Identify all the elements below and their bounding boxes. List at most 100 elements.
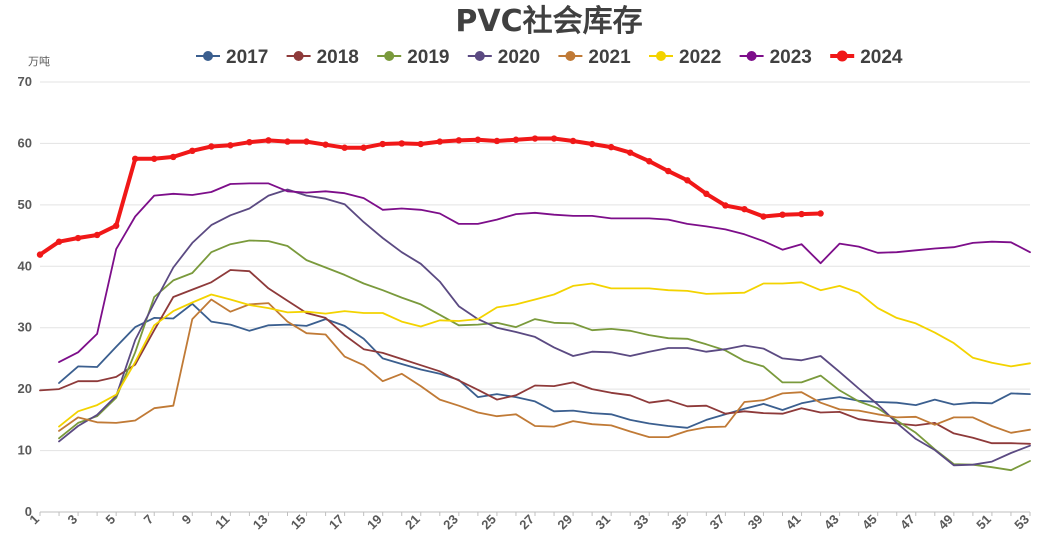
y-tick-label: 30 bbox=[18, 320, 32, 335]
y-tick-label: 0 bbox=[25, 504, 32, 519]
x-tick-label: 29 bbox=[554, 512, 575, 533]
x-tick-label: 53 bbox=[1011, 512, 1032, 533]
data-point-2024 bbox=[436, 138, 444, 145]
x-tick-label: 21 bbox=[402, 512, 423, 533]
data-point-2024 bbox=[74, 234, 82, 242]
data-point-2024 bbox=[550, 135, 558, 142]
series-layer bbox=[36, 135, 1031, 472]
legend-item-2019[interactable]: 2019 bbox=[377, 47, 449, 68]
x-tick-label: 13 bbox=[250, 512, 271, 533]
y-tick-label: 20 bbox=[18, 381, 32, 396]
series-2020 bbox=[58, 188, 1031, 467]
data-point-2024 bbox=[722, 202, 729, 209]
x-tick-label: 11 bbox=[212, 512, 232, 532]
legend-swatch-marker bbox=[474, 51, 485, 61]
data-point-2024 bbox=[189, 147, 196, 154]
data-point-2024 bbox=[131, 155, 139, 162]
legend-label: 2020 bbox=[498, 47, 540, 68]
x-tick-label: 27 bbox=[516, 512, 537, 533]
legend-swatch-marker bbox=[203, 51, 213, 61]
x-tick-label: 45 bbox=[859, 512, 880, 533]
data-point-2024 bbox=[684, 177, 691, 184]
data-point-2024 bbox=[379, 140, 386, 148]
x-tick-label: 49 bbox=[935, 512, 956, 533]
data-point-2024 bbox=[760, 213, 767, 220]
data-point-2024 bbox=[55, 238, 63, 245]
data-point-2024 bbox=[474, 136, 482, 143]
data-point-2024 bbox=[170, 153, 177, 161]
y-tick-label: 60 bbox=[18, 135, 32, 150]
series-line-2019 bbox=[58, 239, 1031, 472]
series-2021 bbox=[58, 298, 1031, 438]
x-tick-label: 17 bbox=[326, 512, 347, 533]
series-line-2021 bbox=[58, 298, 1031, 438]
data-point-2024 bbox=[208, 143, 215, 150]
series-2022 bbox=[58, 281, 1031, 428]
data-point-2024 bbox=[246, 139, 253, 146]
series-line-2017 bbox=[58, 302, 1031, 429]
legend-item-2017[interactable]: 2017 bbox=[196, 47, 268, 68]
legend-item-2020[interactable]: 2020 bbox=[467, 47, 540, 68]
x-tick-label: 23 bbox=[440, 512, 461, 533]
data-point-2024 bbox=[284, 138, 291, 145]
gridlines bbox=[40, 81, 1030, 452]
x-tick-label: 31 bbox=[592, 512, 613, 533]
data-point-2024 bbox=[512, 136, 520, 143]
legend-label: 2023 bbox=[770, 47, 812, 68]
legend-label: 2024 bbox=[860, 47, 903, 68]
x-axis-ticks: 1 3 5 7 9 11 13 15 17 19 21 23 25 27 29 31 33 35 37 39 41 43 4… bbox=[26, 512, 1032, 533]
chart-title: PVC社会库存 bbox=[455, 4, 642, 39]
legend-swatch-marker bbox=[293, 51, 304, 61]
data-point-2024 bbox=[531, 135, 539, 142]
data-point-2024 bbox=[607, 143, 615, 151]
series-2017 bbox=[58, 302, 1031, 429]
data-point-2024 bbox=[817, 210, 824, 217]
data-point-2024 bbox=[646, 158, 653, 165]
data-point-2024 bbox=[493, 137, 501, 145]
x-tick-label: 15 bbox=[288, 512, 309, 533]
x-tick-label: 35 bbox=[669, 512, 690, 533]
legend-label: 2021 bbox=[588, 47, 631, 68]
x-tick-label: 43 bbox=[821, 512, 842, 533]
data-point-2024 bbox=[227, 142, 234, 149]
data-point-2024 bbox=[703, 190, 710, 197]
data-point-2024 bbox=[360, 144, 367, 151]
legend-swatch-marker bbox=[836, 50, 848, 62]
data-point-2024 bbox=[588, 140, 596, 148]
data-point-2024 bbox=[93, 231, 101, 239]
series-line-2018 bbox=[39, 269, 1031, 445]
y-axis-ticks: 0 10 20 30 40 50 60 70 bbox=[18, 74, 32, 519]
data-point-2024 bbox=[455, 137, 463, 144]
legend-label: 2017 bbox=[226, 47, 268, 68]
data-point-2024 bbox=[665, 167, 672, 175]
legend-label: 2022 bbox=[679, 47, 721, 68]
legend-swatch-marker bbox=[656, 51, 666, 61]
legend-swatch-marker bbox=[384, 51, 395, 61]
legend-item-2024[interactable]: 2024 bbox=[830, 47, 903, 68]
legend-item-2022[interactable]: 2022 bbox=[649, 47, 721, 68]
data-point-2024 bbox=[798, 210, 805, 218]
y-axis-unit-label: 万吨 bbox=[28, 55, 50, 68]
data-point-2024 bbox=[417, 140, 424, 148]
y-tick-label: 10 bbox=[18, 443, 32, 458]
legend-item-2023[interactable]: 2023 bbox=[739, 47, 812, 68]
x-tick-label: 37 bbox=[707, 512, 728, 533]
data-point-2024 bbox=[626, 149, 634, 156]
y-tick-label: 70 bbox=[18, 74, 32, 89]
data-point-2024 bbox=[569, 137, 577, 145]
legend-label: 2019 bbox=[407, 47, 449, 68]
x-tick-label: 41 bbox=[783, 512, 804, 533]
axes bbox=[39, 511, 1031, 516]
series-line-2020 bbox=[58, 188, 1031, 467]
legend: 2017 2018 2019 2020 2021 2022 2023 2024 bbox=[196, 47, 903, 68]
data-point-2024 bbox=[398, 140, 405, 147]
legend-item-2021[interactable]: 2021 bbox=[558, 47, 631, 68]
series-2024 bbox=[36, 135, 824, 258]
data-point-2024 bbox=[322, 141, 329, 148]
legend-item-2018[interactable]: 2018 bbox=[286, 47, 359, 68]
data-point-2024 bbox=[112, 222, 120, 229]
series-2023 bbox=[58, 182, 1031, 363]
data-point-2024 bbox=[303, 138, 310, 145]
